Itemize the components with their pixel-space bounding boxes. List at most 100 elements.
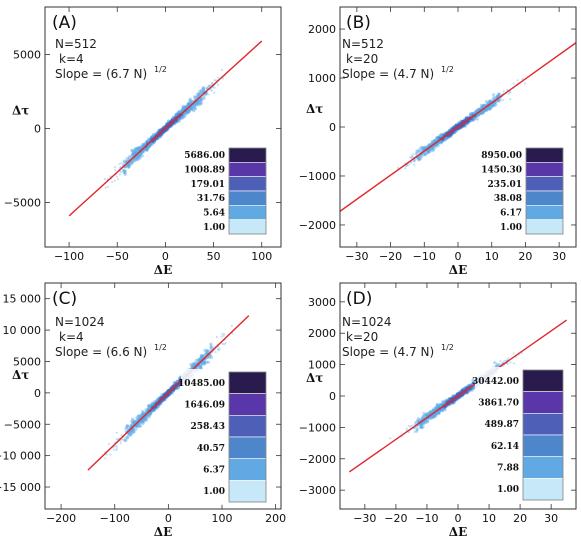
scatter-point xyxy=(145,416,149,420)
scatter-point xyxy=(430,141,434,145)
scatter-point xyxy=(482,109,486,113)
scatter-point xyxy=(437,411,441,415)
scatter-point xyxy=(180,108,184,113)
panel-label: (B) xyxy=(346,13,371,33)
scatter-point xyxy=(135,147,139,151)
colorbar-swatch xyxy=(525,219,564,235)
y-tick-label: −2000 xyxy=(299,219,336,232)
scatter-point xyxy=(129,154,134,159)
scatter-point xyxy=(480,104,484,109)
colorbar-label-bg xyxy=(181,145,228,237)
scatter-point xyxy=(122,159,126,163)
y-tick-label: −15 000 xyxy=(0,481,41,494)
y-axis-label: Δτ xyxy=(306,102,323,116)
scatter-point xyxy=(512,362,516,365)
scatter-point xyxy=(420,417,424,421)
colorbar-swatch xyxy=(228,415,267,438)
scatter-point xyxy=(477,112,481,116)
scatter-point xyxy=(123,169,127,173)
scatter-point xyxy=(137,414,141,418)
scatter-point xyxy=(145,148,149,152)
colorbar-label: 3861.70 xyxy=(478,399,519,409)
scatter-point xyxy=(131,420,135,425)
scatter-point xyxy=(184,113,188,117)
scatter-point xyxy=(495,94,500,98)
scatter-point xyxy=(201,86,205,90)
scatter-point xyxy=(203,360,207,364)
scatter-point xyxy=(410,156,413,160)
scatter-point xyxy=(134,424,139,428)
scatter-point xyxy=(136,154,140,158)
scatter-point xyxy=(133,148,137,152)
y-tick-label: 2000 xyxy=(308,327,336,340)
scatter-point xyxy=(181,104,185,108)
scatter-point xyxy=(435,403,439,407)
y-tick-label: 0 xyxy=(329,390,336,403)
scatter-point xyxy=(221,342,224,345)
scatter-point xyxy=(200,355,204,359)
scatter-point xyxy=(199,354,204,358)
colorbar-frame xyxy=(522,369,564,501)
scatter-point xyxy=(197,366,201,370)
y-tick-label: −2000 xyxy=(299,453,336,466)
scatter-point xyxy=(143,142,147,146)
scatter-point xyxy=(120,162,123,165)
scatter-point xyxy=(134,157,138,161)
scatter-point xyxy=(213,91,216,94)
scatter-point xyxy=(187,101,191,106)
scatter-point xyxy=(477,107,481,112)
scatter-point xyxy=(124,159,128,163)
scatter-point xyxy=(115,445,118,448)
scatter-point xyxy=(187,102,191,106)
annotation-text: Slope = (6.7 N) xyxy=(55,67,147,81)
scatter-point xyxy=(143,416,147,420)
scatter-point xyxy=(484,108,488,112)
scatter-point xyxy=(198,92,202,96)
annotation-text: Slope = (4.7 N) xyxy=(342,345,434,359)
scatter-point xyxy=(516,79,519,82)
scatter-point xyxy=(476,107,480,111)
scatter-point xyxy=(198,101,202,105)
scatter-point xyxy=(205,350,209,354)
scatter-point xyxy=(501,362,504,365)
colorbar-swatch xyxy=(522,391,564,414)
scatter-point xyxy=(441,400,445,404)
scatter-point xyxy=(438,403,442,407)
scatter-point xyxy=(186,102,190,106)
x-axis-label: ΔE xyxy=(449,525,467,539)
colorbar-swatch xyxy=(525,162,564,177)
scatter-point xyxy=(133,151,138,155)
scatter-point xyxy=(196,358,201,362)
scatter-point xyxy=(436,404,440,409)
scatter-point xyxy=(134,146,138,151)
scatter-point xyxy=(436,142,440,146)
scatter-point xyxy=(473,110,477,115)
scatter-point xyxy=(208,354,212,358)
scatter-point xyxy=(475,117,479,121)
scatter-point xyxy=(133,148,138,152)
scatter-point xyxy=(430,146,434,150)
scatter-point xyxy=(196,103,201,107)
scatter-point xyxy=(439,403,443,407)
colorbar-label: 1450.30 xyxy=(481,166,522,176)
scatter-point xyxy=(474,110,478,114)
scatter-point xyxy=(425,413,429,417)
scatter-point xyxy=(132,150,136,154)
scatter-point xyxy=(404,167,407,170)
annotation-text: Slope = (4.7 N) xyxy=(342,67,434,81)
scatter-point xyxy=(141,421,145,425)
scatter-point xyxy=(419,425,423,429)
scatter-point xyxy=(507,92,510,95)
scatter-point xyxy=(132,429,136,433)
scatter-point xyxy=(485,101,490,105)
scatter-point xyxy=(412,159,415,163)
scatter-point xyxy=(185,111,189,115)
x-tick-label: −30 xyxy=(353,512,376,525)
scatter-point xyxy=(144,408,148,412)
scatter-point xyxy=(189,99,193,104)
colorbar-swatch xyxy=(228,205,267,220)
scatter-point xyxy=(202,360,206,364)
scatter-point xyxy=(144,147,148,151)
scatter-point xyxy=(223,343,226,346)
scatter-point xyxy=(125,424,130,428)
